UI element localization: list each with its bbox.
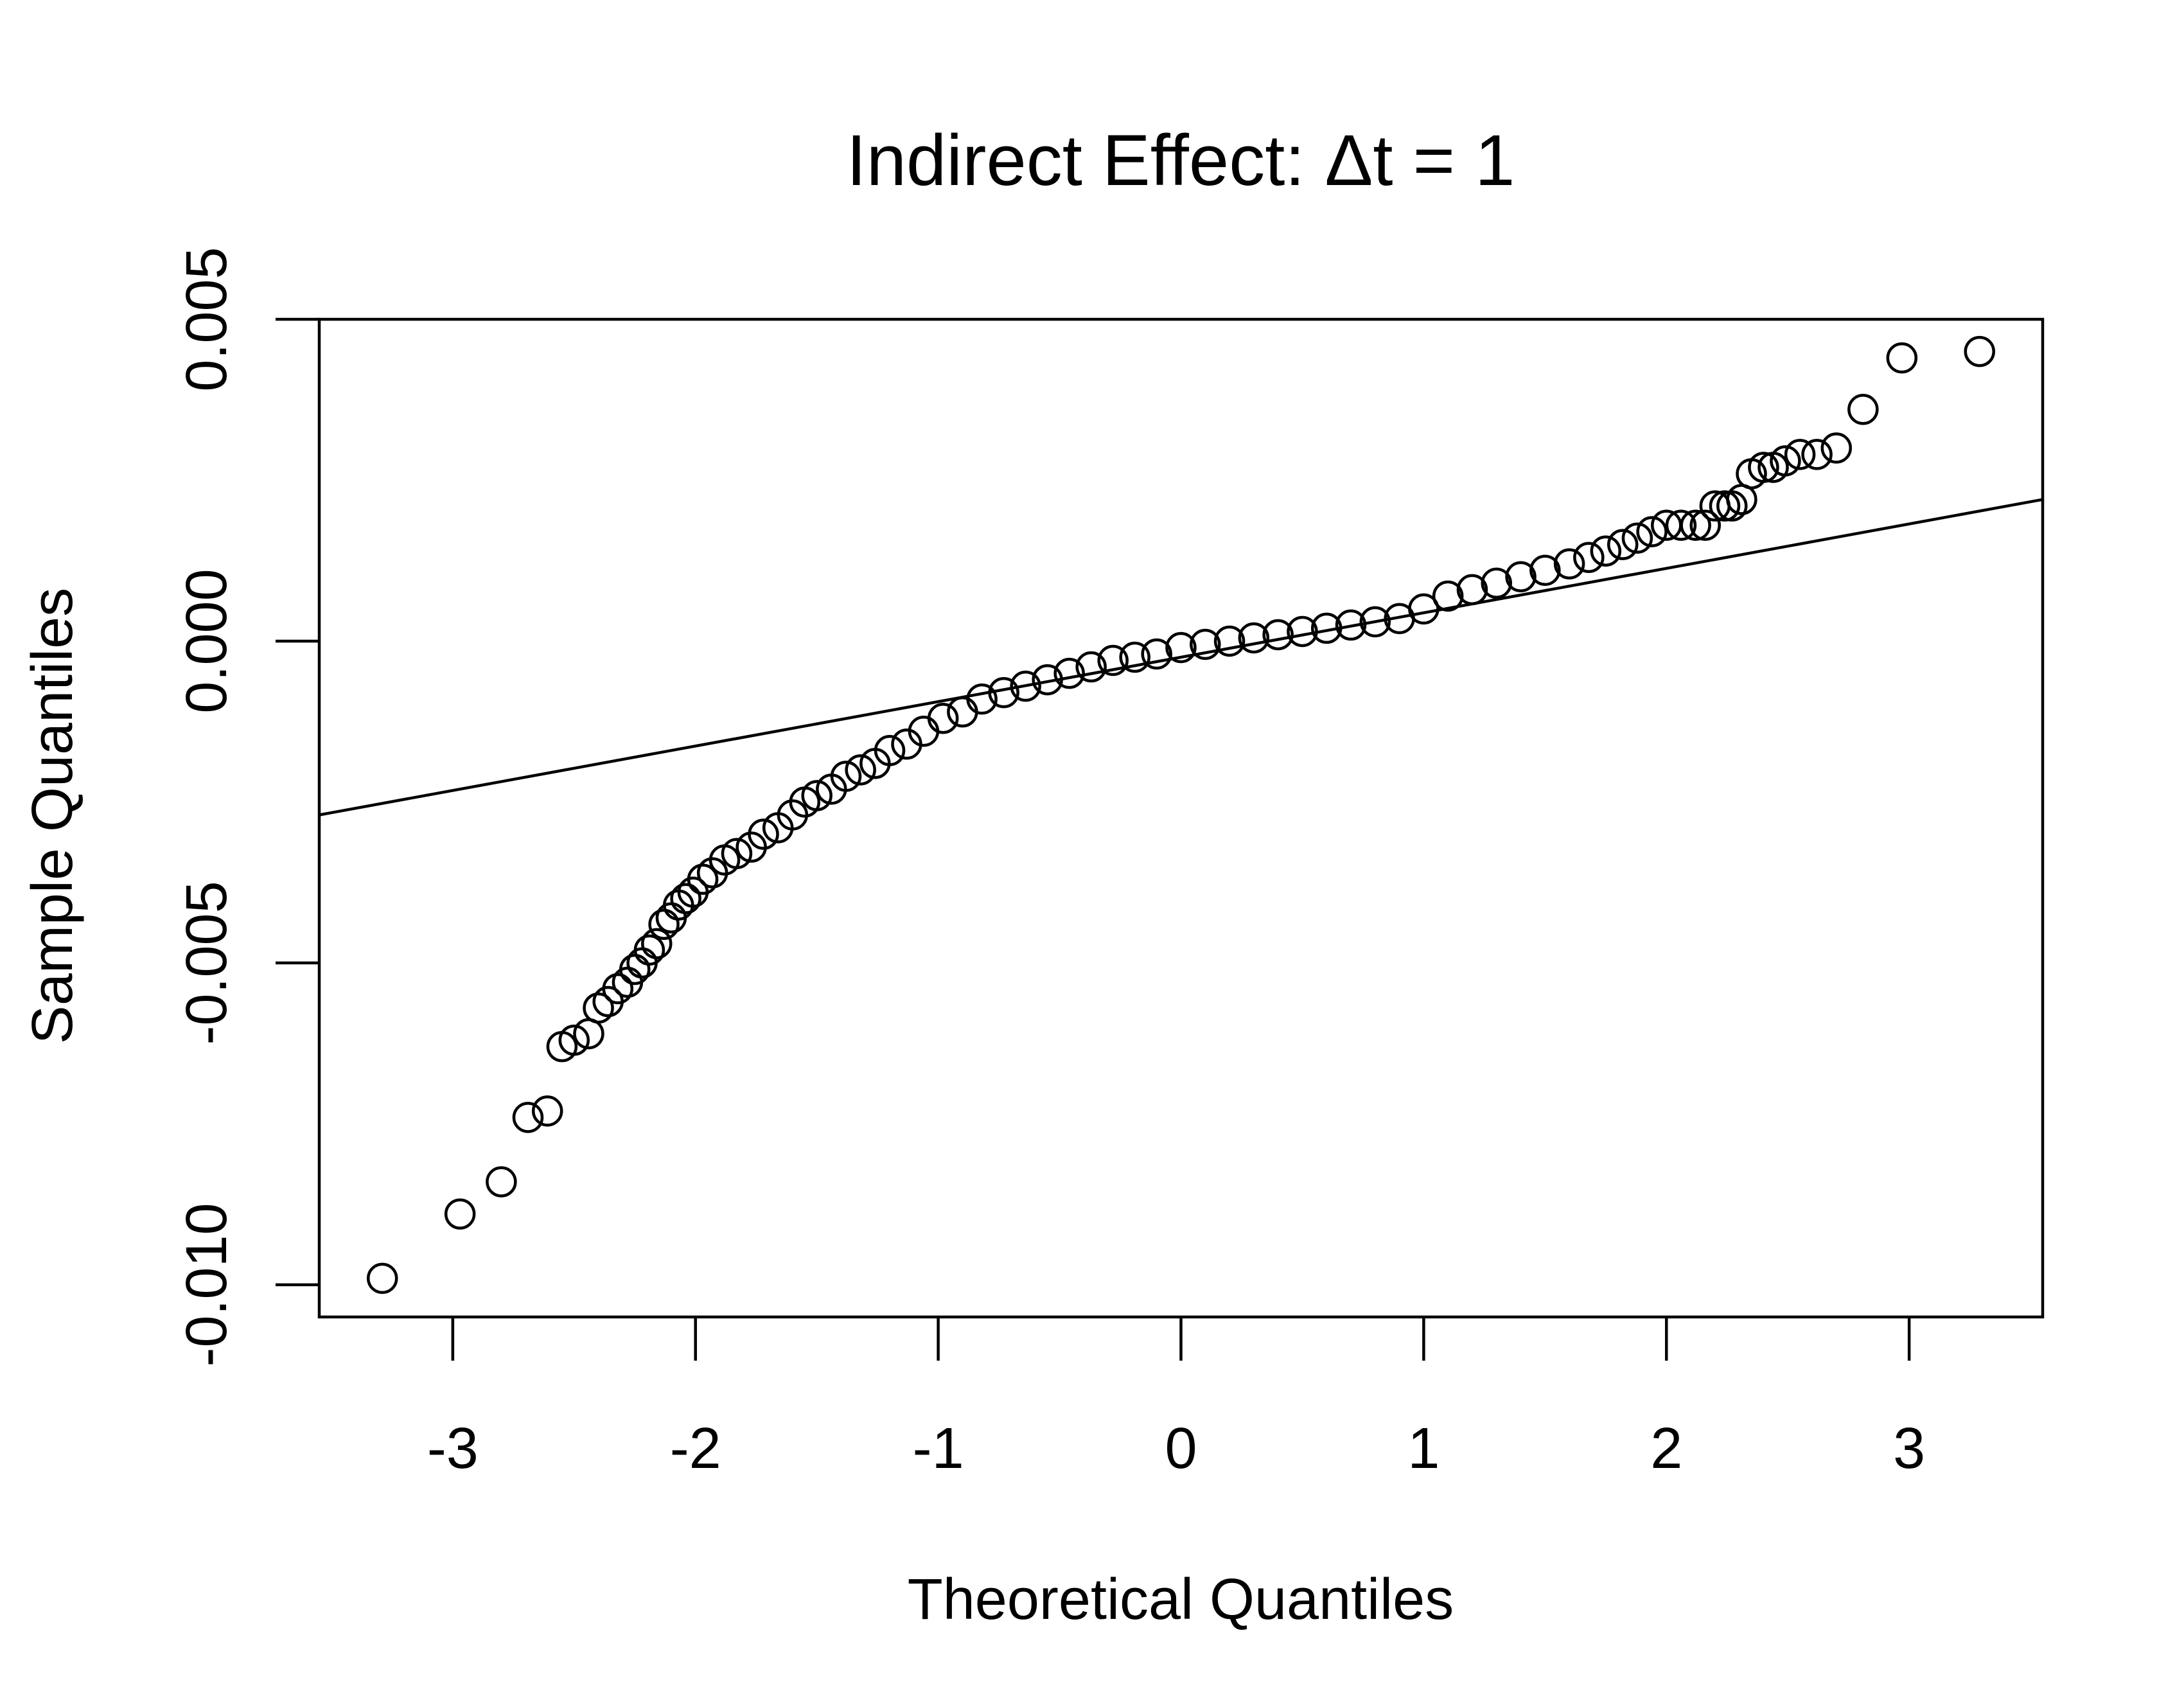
sample-point	[444, 1198, 476, 1230]
y-tick-label: -0.010	[175, 1203, 239, 1366]
sample-point	[583, 992, 614, 1024]
sample-point	[1505, 561, 1537, 593]
sample-point	[1119, 641, 1150, 673]
y-tick-label: -0.005	[175, 881, 239, 1045]
sample-point	[1680, 509, 1711, 541]
sample-point	[721, 838, 753, 869]
sample-point	[1408, 593, 1440, 625]
sample-point	[1716, 490, 1748, 522]
sample-point	[1359, 606, 1391, 638]
sample-point	[531, 1095, 563, 1127]
points-layer	[367, 335, 1995, 1294]
x-tick-label: 2	[1650, 1417, 1682, 1481]
sample-point	[1689, 509, 1721, 541]
sample-point	[845, 754, 876, 786]
sample-point	[1553, 548, 1585, 579]
sample-point	[1456, 574, 1488, 606]
sample-point	[1310, 612, 1343, 644]
sample-point	[1287, 615, 1318, 648]
sample-point	[1886, 342, 1918, 374]
chart-title: Indirect Effect: Δt = 1	[847, 120, 1515, 200]
sample-point	[1784, 439, 1816, 470]
x-axis: -3 -2 -1 0 1 2 3	[427, 1317, 1925, 1481]
sample-point	[1165, 632, 1197, 664]
sample-point	[1075, 651, 1107, 683]
sample-point	[1726, 484, 1757, 515]
sample-point	[512, 1102, 544, 1133]
sample-point	[687, 863, 719, 895]
qq-reference-line	[319, 498, 2043, 817]
sample-point	[1964, 335, 1995, 367]
sample-point	[1820, 432, 1853, 464]
y-tick-label: 0.005	[175, 247, 239, 391]
x-axis-title: Theoretical Quantiles	[908, 1568, 1454, 1632]
sample-point	[966, 683, 998, 715]
sample-point	[486, 1166, 517, 1197]
sample-point	[1262, 619, 1294, 651]
x-tick-label: 1	[1407, 1417, 1440, 1481]
sample-point	[1053, 657, 1085, 689]
y-axis: -0.010 -0.005 0.000 0.005	[175, 247, 319, 1367]
sample-point	[1032, 664, 1063, 696]
sample-point	[1573, 542, 1605, 573]
sample-point	[1709, 490, 1741, 522]
sample-point	[367, 1262, 398, 1294]
reference-line-layer	[319, 498, 2043, 817]
sample-point	[1529, 554, 1561, 587]
y-tick-label: 0.000	[175, 569, 239, 713]
plot-frame	[317, 317, 2045, 1319]
sample-point	[1621, 522, 1653, 554]
sample-point	[641, 928, 673, 960]
sample-point	[1335, 609, 1367, 641]
sample-point	[1847, 394, 1879, 425]
x-tick-label: 3	[1893, 1417, 1925, 1481]
sample-point	[1636, 516, 1668, 547]
sample-point	[1607, 529, 1639, 560]
x-tick-label: 0	[1165, 1417, 1197, 1481]
sample-point	[1238, 622, 1270, 654]
sample-point	[1432, 580, 1464, 612]
sample-point	[1141, 638, 1172, 670]
x-tick-label: -3	[427, 1417, 479, 1481]
sample-point	[748, 818, 779, 850]
sample-point	[1010, 670, 1041, 702]
sample-point	[648, 908, 680, 941]
sample-point	[1190, 628, 1221, 660]
sample-point	[801, 780, 832, 811]
sample-point	[602, 973, 634, 1005]
sample-point	[1770, 445, 1801, 477]
sample-point	[927, 702, 959, 734]
sample-point	[988, 676, 1019, 709]
sample-point	[1590, 535, 1622, 567]
sample-point	[874, 735, 906, 766]
y-axis-title: Sample Quantiles	[21, 588, 85, 1044]
sample-point	[947, 696, 978, 728]
sample-point	[633, 934, 665, 966]
x-tick-label: -1	[913, 1417, 964, 1481]
sample-point	[1665, 509, 1697, 541]
sample-point	[1481, 567, 1513, 599]
sample-point	[670, 883, 701, 914]
x-tick-label: -2	[670, 1417, 721, 1481]
sample-point	[1213, 625, 1246, 657]
sample-point	[1097, 644, 1129, 676]
sample-point	[830, 761, 862, 792]
sample-point	[558, 1024, 590, 1056]
sample-point	[1801, 439, 1833, 470]
sample-point	[1748, 452, 1779, 483]
